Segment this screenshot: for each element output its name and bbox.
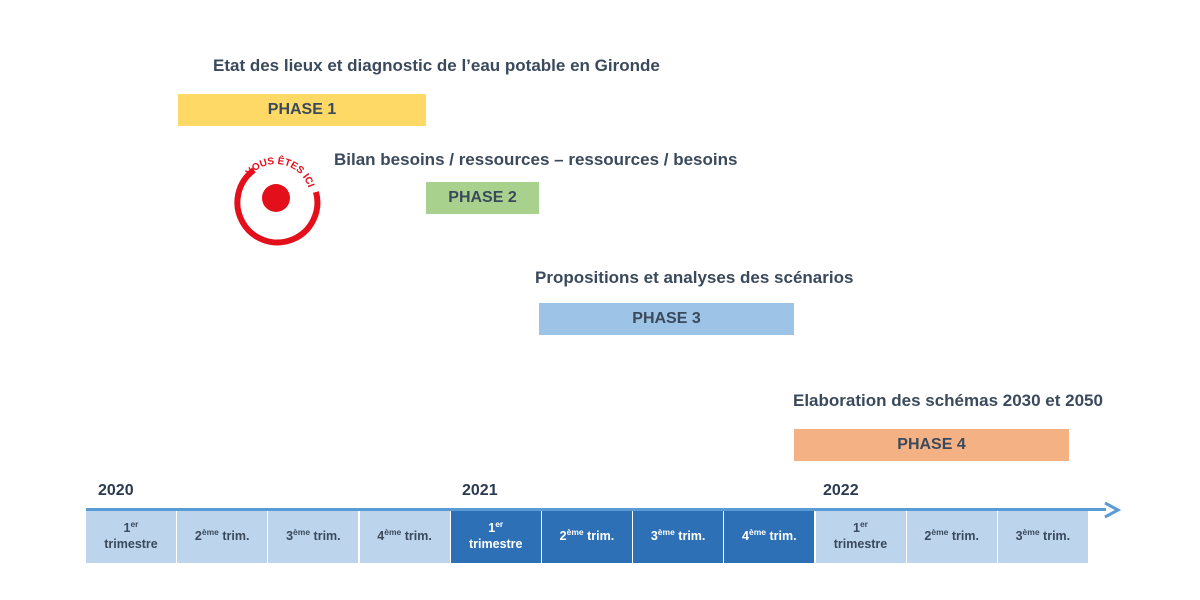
phase-4-bar: PHASE 4: [794, 429, 1069, 461]
quarter-text: trimestre: [833, 537, 888, 551]
quarter-sup: ème: [201, 527, 219, 538]
quarter-text: trim.: [587, 529, 615, 544]
quarter-num: 1: [853, 521, 860, 536]
arrow-right-icon: [1104, 501, 1122, 519]
quarter-cell: 2ème trim.: [541, 511, 632, 563]
phase-4-title: Elaboration des schémas 2030 et 2050: [793, 391, 1103, 410]
quarter-cell: 1er trimestre: [450, 511, 541, 563]
quarter-cell: 3ème trim.: [633, 511, 724, 563]
phase-2-bar: PHASE 2: [426, 182, 539, 214]
quarter-num: 1: [488, 521, 496, 536]
quarter-sup: ème: [566, 527, 584, 538]
quarter-text: trim.: [404, 529, 432, 544]
phase-2-title: Bilan besoins / ressources – ressources …: [334, 150, 738, 169]
quarter-text: trimestre: [104, 537, 158, 551]
quarter-num: 2: [194, 529, 202, 544]
phase-3-title: Propositions et analyses des scénarios: [535, 268, 854, 287]
quarter-text: trim.: [769, 529, 797, 544]
quarter-text: trim.: [222, 529, 250, 544]
quarter-num: 4: [377, 529, 385, 544]
quarter-sup: er: [859, 519, 868, 530]
quarter-sup: ème: [657, 527, 675, 538]
quarter-num: 2: [924, 529, 932, 544]
year-2022: 2022: [823, 482, 859, 499]
quarter-sup: ème: [1022, 527, 1040, 538]
year-2021: 2021: [462, 482, 498, 499]
quarter-text: trim.: [1043, 529, 1071, 544]
quarter-cell: 3ème trim.: [268, 511, 359, 563]
year-2020: 2020: [98, 482, 134, 499]
quarter-num: 3: [650, 529, 658, 544]
timeline-axis: [86, 508, 1106, 511]
quarter-num: 3: [286, 529, 294, 544]
quarter-cell: 1er trimestre: [815, 511, 906, 563]
quarter-sup: er: [130, 519, 139, 530]
phase-1-bar: PHASE 1: [178, 94, 426, 126]
quarter-cell: 4ème trim.: [359, 511, 450, 563]
quarter-num: 2: [559, 529, 567, 544]
quarter-sup: ème: [293, 527, 311, 538]
phase-1-title: Etat des lieux et diagnostic de l’eau po…: [213, 56, 660, 75]
quarter-num: 1: [123, 521, 131, 536]
quarter-num: 4: [742, 529, 749, 544]
quarter-text: trim.: [951, 529, 979, 544]
quarter-row: 1er trimestre 2ème trim. 3ème trim. 4ème …: [86, 511, 1089, 563]
you-are-here-label: VOUS ÊTES ICI: [244, 154, 316, 189]
quarter-cell: 1er trimestre: [86, 511, 176, 563]
quarter-cell: 4ème trim.: [724, 511, 815, 563]
quarter-sup: er: [495, 519, 504, 530]
quarter-num: 3: [1015, 529, 1023, 544]
quarter-cell: 3ème trim.: [997, 511, 1088, 563]
quarter-text: trim.: [313, 529, 341, 544]
quarter-text: trimestre: [469, 537, 523, 551]
svg-text:VOUS ÊTES ICI: VOUS ÊTES ICI: [244, 154, 316, 189]
quarter-text: trim.: [678, 529, 706, 544]
quarter-cell: 2ème trim.: [177, 511, 268, 563]
quarter-sup: ème: [931, 527, 949, 538]
you-are-here-icon: VOUS ÊTES ICI: [234, 154, 321, 246]
quarter-sup: ème: [748, 527, 766, 538]
quarter-sup: ème: [384, 527, 402, 538]
phase-3-bar: PHASE 3: [539, 303, 794, 335]
quarter-cell: 2ème trim.: [906, 511, 997, 563]
